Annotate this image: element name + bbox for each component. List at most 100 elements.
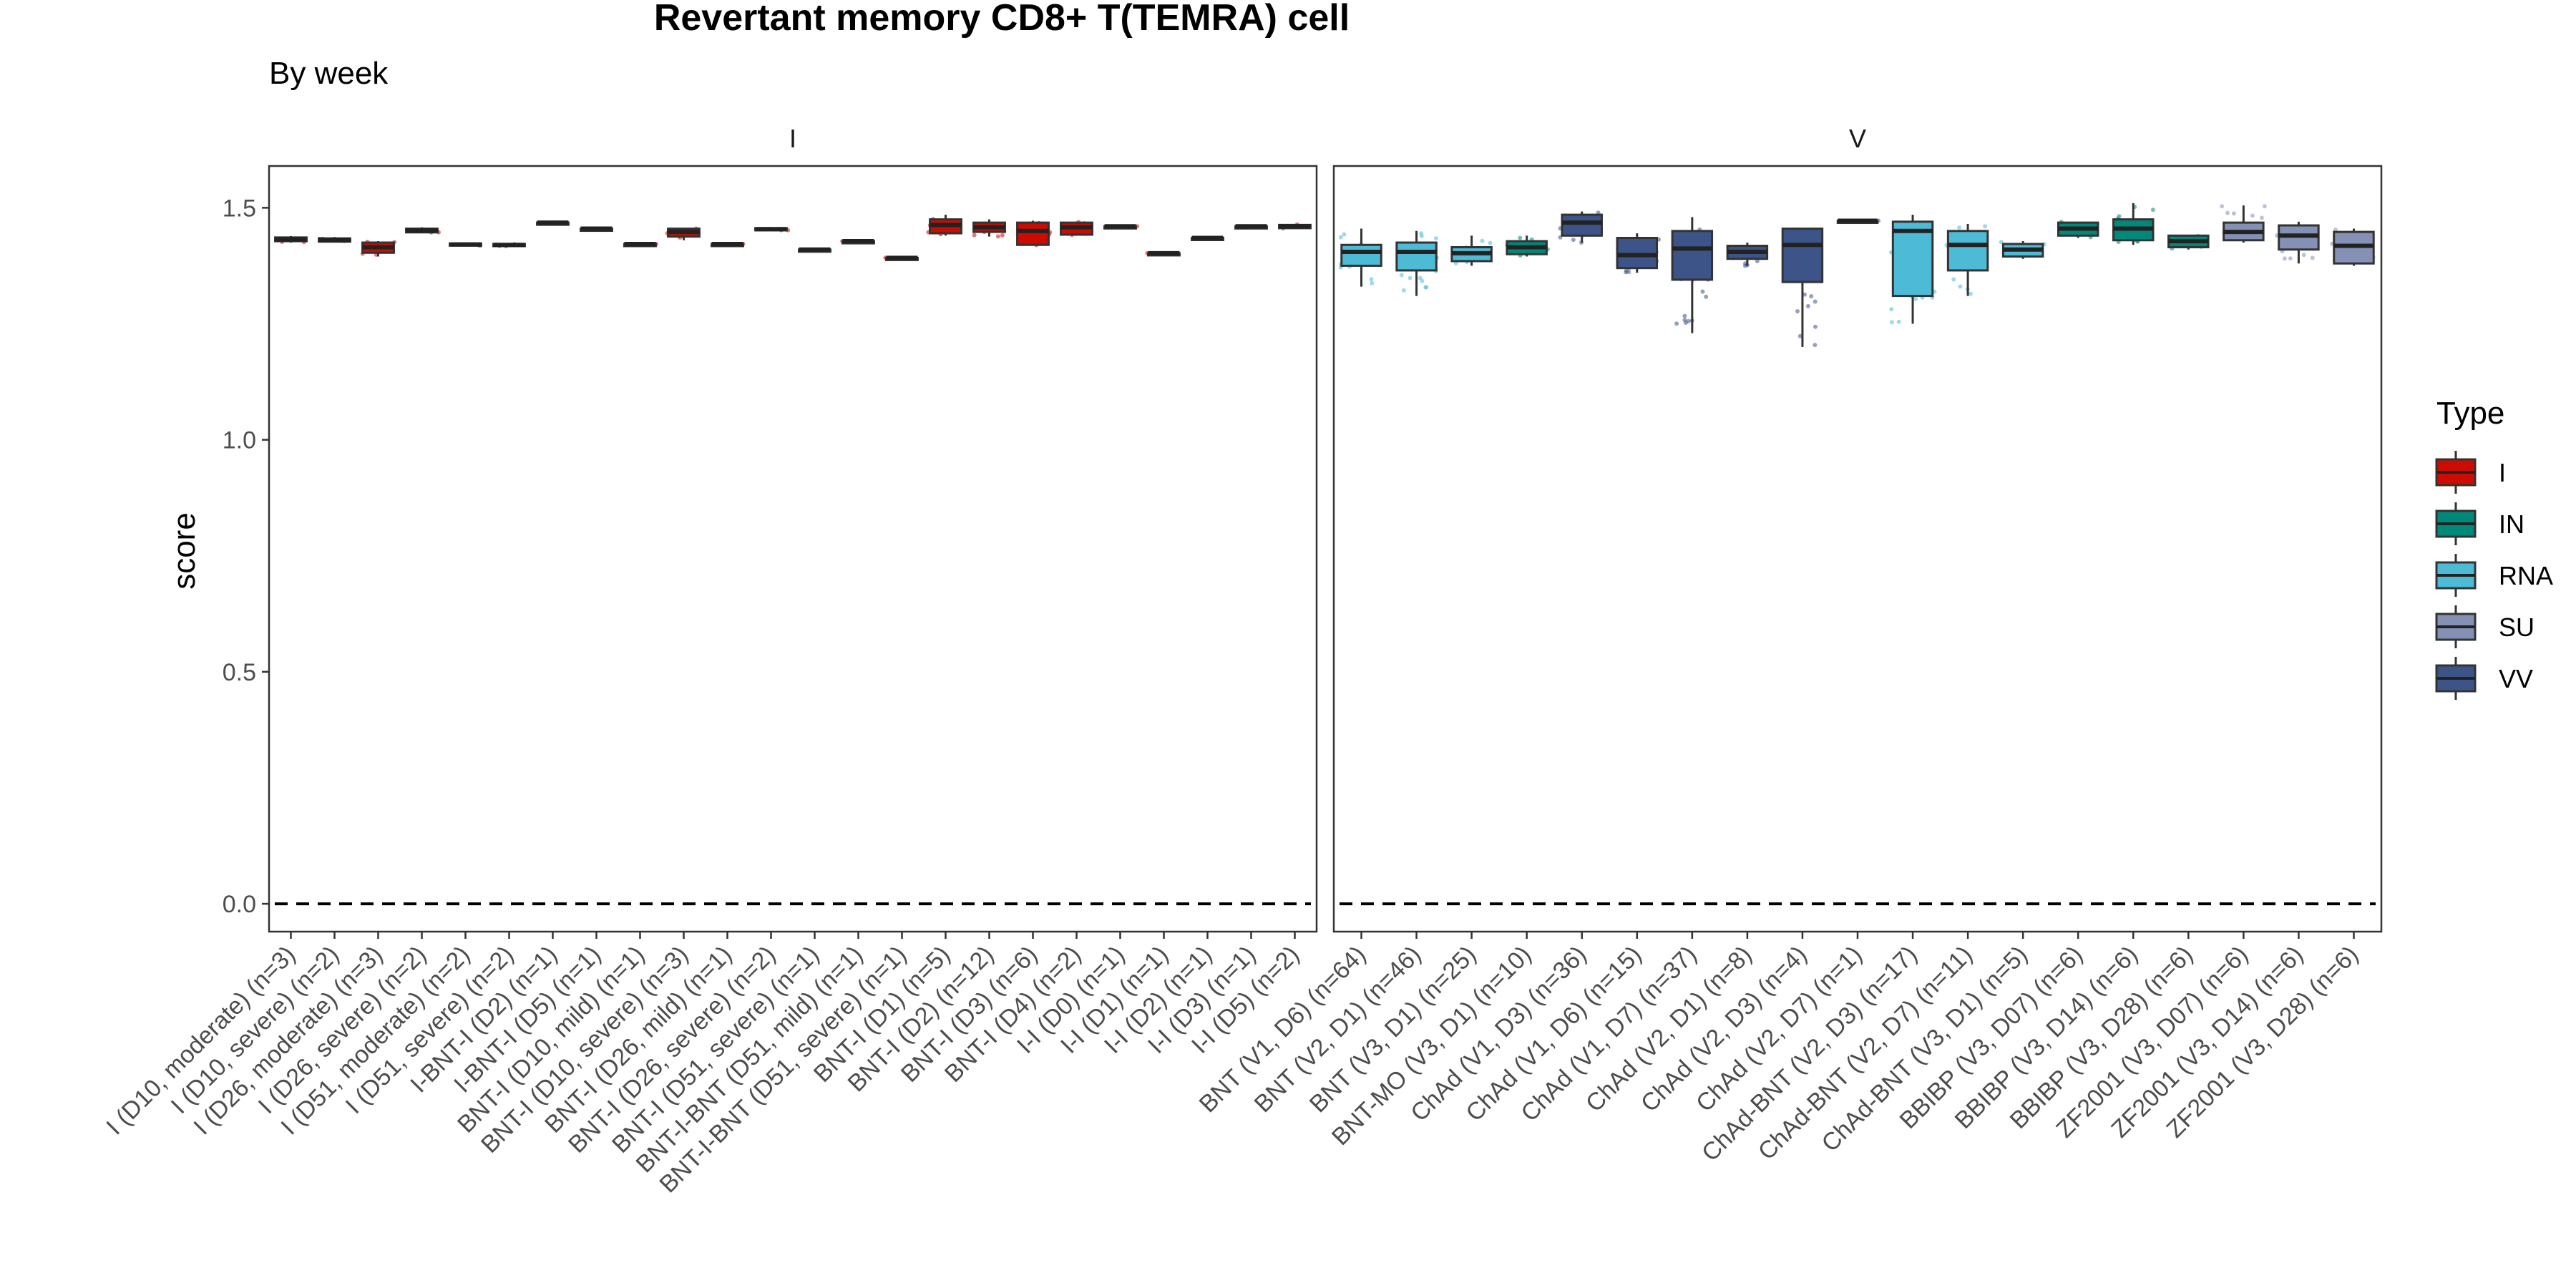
box-bnt-i-d51-severe-n-1 <box>798 247 831 253</box>
sample-point <box>1704 294 1709 299</box>
box-i-d10-moderate-n-3 <box>274 235 308 245</box>
box-body <box>1946 230 1989 272</box>
box-body <box>1671 230 1714 281</box>
box-bbibp-v3-d14-n-6 <box>2112 203 2155 245</box>
box-i-d51-severe-n-2 <box>492 242 526 249</box>
panel-frame <box>1332 165 2383 933</box>
box-body <box>1891 220 1934 298</box>
chart-title: Revertant memory CD8+ T(TEMRA) cell <box>654 0 1350 39</box>
sample-point <box>2150 208 2155 213</box>
panels: I0.00.51.01.5I (D10, moderate) (n=3)I (D… <box>101 124 2383 1199</box>
box-bbibp-v3-d07-n-6 <box>2057 220 2099 240</box>
box-i-i-d1-n-1 <box>1145 250 1181 257</box>
box-bnt-i-d3-n-6 <box>1016 220 1053 248</box>
sample-point <box>2225 210 2230 215</box>
box-bnt-v3-d1-n-25 <box>1450 235 1493 266</box>
sample-point <box>1369 277 1374 282</box>
legend-item-i: I <box>2435 451 2506 494</box>
sample-point <box>2282 256 2287 261</box>
sample-point <box>1813 343 1818 348</box>
box-bnt-i-bnt-d51-mild-n-1 <box>840 239 875 245</box>
sample-point <box>1370 280 1375 286</box>
box-i-d26-severe-n-2 <box>405 227 441 235</box>
box-chad-v2-d7-n-1 <box>1836 218 1881 225</box>
sample-point <box>1488 240 1493 245</box>
sample-point <box>2220 204 2225 209</box>
box-i-d51-moderate-n-2 <box>449 242 483 248</box>
box-zf2001-v3-d07-n-6 <box>2220 204 2267 243</box>
sample-point <box>2250 213 2255 218</box>
legend-label: IN <box>2499 509 2524 539</box>
legend-item-su: SU <box>2435 605 2534 648</box>
box-i-d10-severe-n-2 <box>318 236 351 243</box>
sample-point <box>1958 284 1963 289</box>
box-body <box>1781 228 1824 283</box>
sample-point <box>2333 227 2338 232</box>
sample-point <box>972 233 977 238</box>
sample-point <box>1418 275 1423 280</box>
box-body <box>1340 243 1382 267</box>
box-i-d26-moderate-n-3 <box>360 240 397 257</box>
sample-point <box>995 234 1000 239</box>
legend-label: RNA <box>2499 561 2553 590</box>
box-bnt-i-d4-n-2 <box>1059 220 1093 238</box>
sample-point <box>1889 307 1894 312</box>
sample-point <box>1342 232 1347 237</box>
legend-item-rna: RNA <box>2435 554 2553 597</box>
sample-point <box>1957 225 1962 230</box>
box-bnt-i-d26-mild-n-1 <box>711 241 746 248</box>
box-i-i-d5-n-2 <box>1278 222 1312 230</box>
sample-point <box>1399 273 1404 278</box>
box-bnt-i-d2-n-12 <box>972 219 1007 239</box>
y-tick-label: 1.0 <box>223 427 256 454</box>
box-chad-bnt-v2-d3-n-17 <box>1889 215 1937 325</box>
box-zf2001-v3-d28-n-6 <box>2330 227 2376 266</box>
box-i-i-d3-n-1 <box>1234 224 1268 230</box>
sample-point <box>1983 224 1988 229</box>
sample-point <box>1755 258 1760 263</box>
sample-point <box>1813 299 1818 304</box>
sample-point <box>1407 275 1413 280</box>
sample-point <box>1896 319 1901 324</box>
sample-point <box>2288 256 2293 261</box>
sample-point <box>1795 309 1800 314</box>
legend-label: I <box>2499 458 2506 487</box>
box-bnt-v2-d1-n-46 <box>1395 230 1439 296</box>
sample-point <box>1805 303 1810 308</box>
sample-point <box>2259 215 2264 220</box>
sample-point <box>1433 236 1438 241</box>
chart-subtitle: By week <box>269 56 389 91</box>
sample-point <box>1674 321 1679 326</box>
box-i-i-d0-n-1 <box>1103 224 1140 230</box>
sample-point <box>2310 255 2315 260</box>
sample-point <box>1338 235 1343 240</box>
box-bnt-i-bnt-d51-severe-n-1 <box>883 255 919 261</box>
sample-point <box>1401 288 1406 293</box>
box-chad-v1-d3-n-36 <box>1558 210 1603 245</box>
box-chad-v1-d7-n-37 <box>1671 217 1714 333</box>
sample-point <box>1686 318 1691 323</box>
box-chad-v2-d3-n-4 <box>1781 228 1824 348</box>
sample-point <box>1423 285 1428 290</box>
box-zf2001-v3-d14-n-6 <box>2275 221 2320 264</box>
panel-i: I0.00.51.01.5I (D10, moderate) (n=3)I (D… <box>101 124 1318 1199</box>
sample-point <box>1968 291 1973 296</box>
box-body <box>1561 213 1603 237</box>
box-body <box>1016 221 1050 246</box>
legend-item-vv: VV <box>2435 657 2533 700</box>
strip-label-i: I <box>789 124 796 153</box>
y-tick-label: 1.5 <box>223 195 256 222</box>
sample-point <box>1624 268 1629 273</box>
box-chad-v2-d1-n-8 <box>1726 243 1769 268</box>
box-bnt-mo-v3-d1-n-10 <box>1505 235 1550 258</box>
box-bnt-i-d1-n-5 <box>926 215 962 237</box>
sample-point <box>2262 204 2267 209</box>
sample-point <box>2301 253 2306 258</box>
y-tick-label: 0.0 <box>223 891 256 918</box>
box-i-bnt-i-d2-n-1 <box>536 220 570 226</box>
legend-label: SU <box>2499 613 2534 642</box>
box-bnt-i-d26-severe-n-2 <box>754 226 791 233</box>
sample-point <box>1813 324 1818 329</box>
box-bnt-i-d10-mild-n-1 <box>623 241 659 248</box>
